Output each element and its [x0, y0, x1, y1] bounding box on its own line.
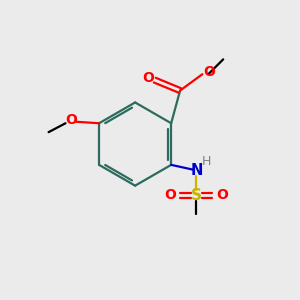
Text: O: O	[142, 71, 154, 85]
Text: O: O	[203, 65, 215, 79]
Text: O: O	[165, 188, 176, 203]
Text: S: S	[191, 188, 202, 203]
Text: O: O	[65, 113, 77, 127]
Text: O: O	[216, 188, 228, 203]
Text: N: N	[190, 163, 202, 178]
Text: H: H	[201, 155, 211, 168]
